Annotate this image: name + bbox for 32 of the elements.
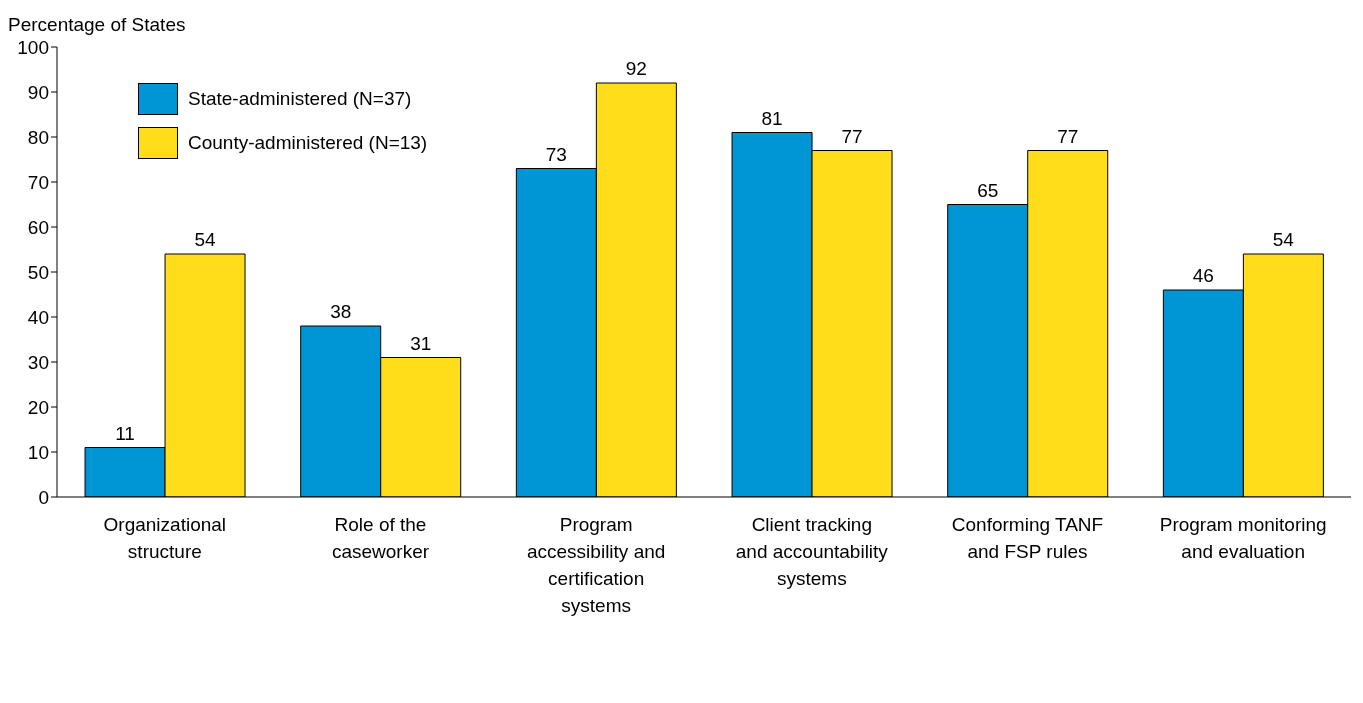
y-axis-title: Percentage of States	[8, 14, 186, 36]
data-label: 11	[115, 422, 135, 444]
data-label: 77	[841, 125, 863, 147]
y-tick-label: 10	[27, 441, 49, 463]
x-tick-label: Role of the caseworker	[331, 514, 430, 562]
y-tick-label: 30	[27, 351, 49, 373]
y-tick-label: 100	[17, 36, 49, 58]
data-label: 77	[1057, 125, 1079, 147]
data-label: 46	[1192, 265, 1214, 286]
x-tick-label: Program monitoring and evaluation	[1159, 514, 1327, 562]
x-tick-label: Program accessibility and certification systems	[526, 514, 666, 616]
y-tick-label: 70	[27, 171, 49, 193]
y-tick-label: 80	[27, 126, 49, 148]
data-label: 92	[625, 58, 647, 79]
data-label: 73	[545, 143, 567, 165]
data-label: 65	[977, 179, 999, 201]
y-tick-label: 20	[27, 396, 49, 418]
y-tick-label: 50	[27, 261, 49, 283]
y-tick-label: 60	[27, 216, 49, 238]
data-label: 81	[761, 107, 783, 129]
y-tick-label: 0	[38, 486, 49, 508]
y-tick-label: 90	[27, 81, 49, 103]
data-label: 31	[410, 332, 432, 354]
data-label: 38	[330, 301, 352, 322]
legend-label: County-administered (N=13)	[188, 132, 428, 154]
data-label: 54	[194, 229, 217, 250]
data-label: 54	[1272, 229, 1295, 250]
x-tick-label: Conforming TANF and FSP rules	[951, 514, 1104, 562]
legend-label: State-administered (N=37)	[188, 88, 412, 110]
x-tick-label: Organizational structure	[103, 514, 227, 562]
y-tick-label: 40	[27, 306, 49, 328]
x-tick-label: Client tracking and accountability systems	[735, 514, 889, 589]
